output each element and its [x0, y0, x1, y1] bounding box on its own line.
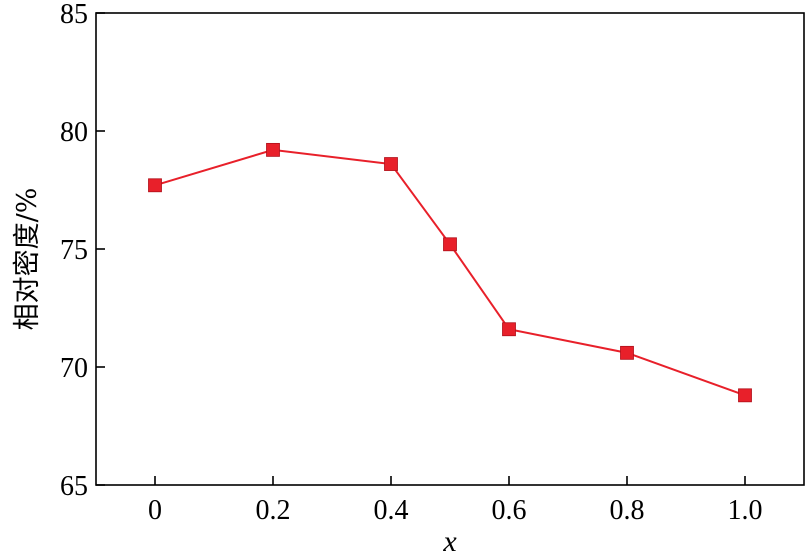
x-axis-title: x [442, 525, 457, 555]
y-tick-label: 80 [60, 117, 88, 148]
y-tick-label: 65 [60, 471, 88, 502]
data-point [266, 142, 280, 157]
data-point [738, 388, 752, 403]
x-tick-label: 1.0 [728, 495, 763, 526]
data-point [620, 345, 634, 360]
y-tick-label: 70 [60, 353, 88, 384]
data-point [148, 178, 162, 193]
y-axis: 65 70 75 80 85 [60, 0, 105, 502]
data-point [443, 237, 457, 252]
x-axis: 0 0.2 0.4 0.6 0.8 1.0 [148, 476, 763, 526]
x-tick-label: 0 [148, 495, 162, 526]
x-tick-label: 0.2 [256, 495, 291, 526]
y-tick-label: 85 [60, 0, 88, 30]
y-axis-title: 相对密度/% [12, 188, 43, 331]
x-tick-label: 0.4 [374, 495, 409, 526]
y-tick-label: 75 [60, 235, 88, 266]
data-point [502, 322, 516, 337]
data-point [384, 157, 398, 171]
x-tick-label: 0.8 [610, 495, 645, 526]
x-tick-label: 0.6 [492, 495, 527, 526]
series-line [154, 148, 746, 397]
series-layer [148, 142, 752, 403]
